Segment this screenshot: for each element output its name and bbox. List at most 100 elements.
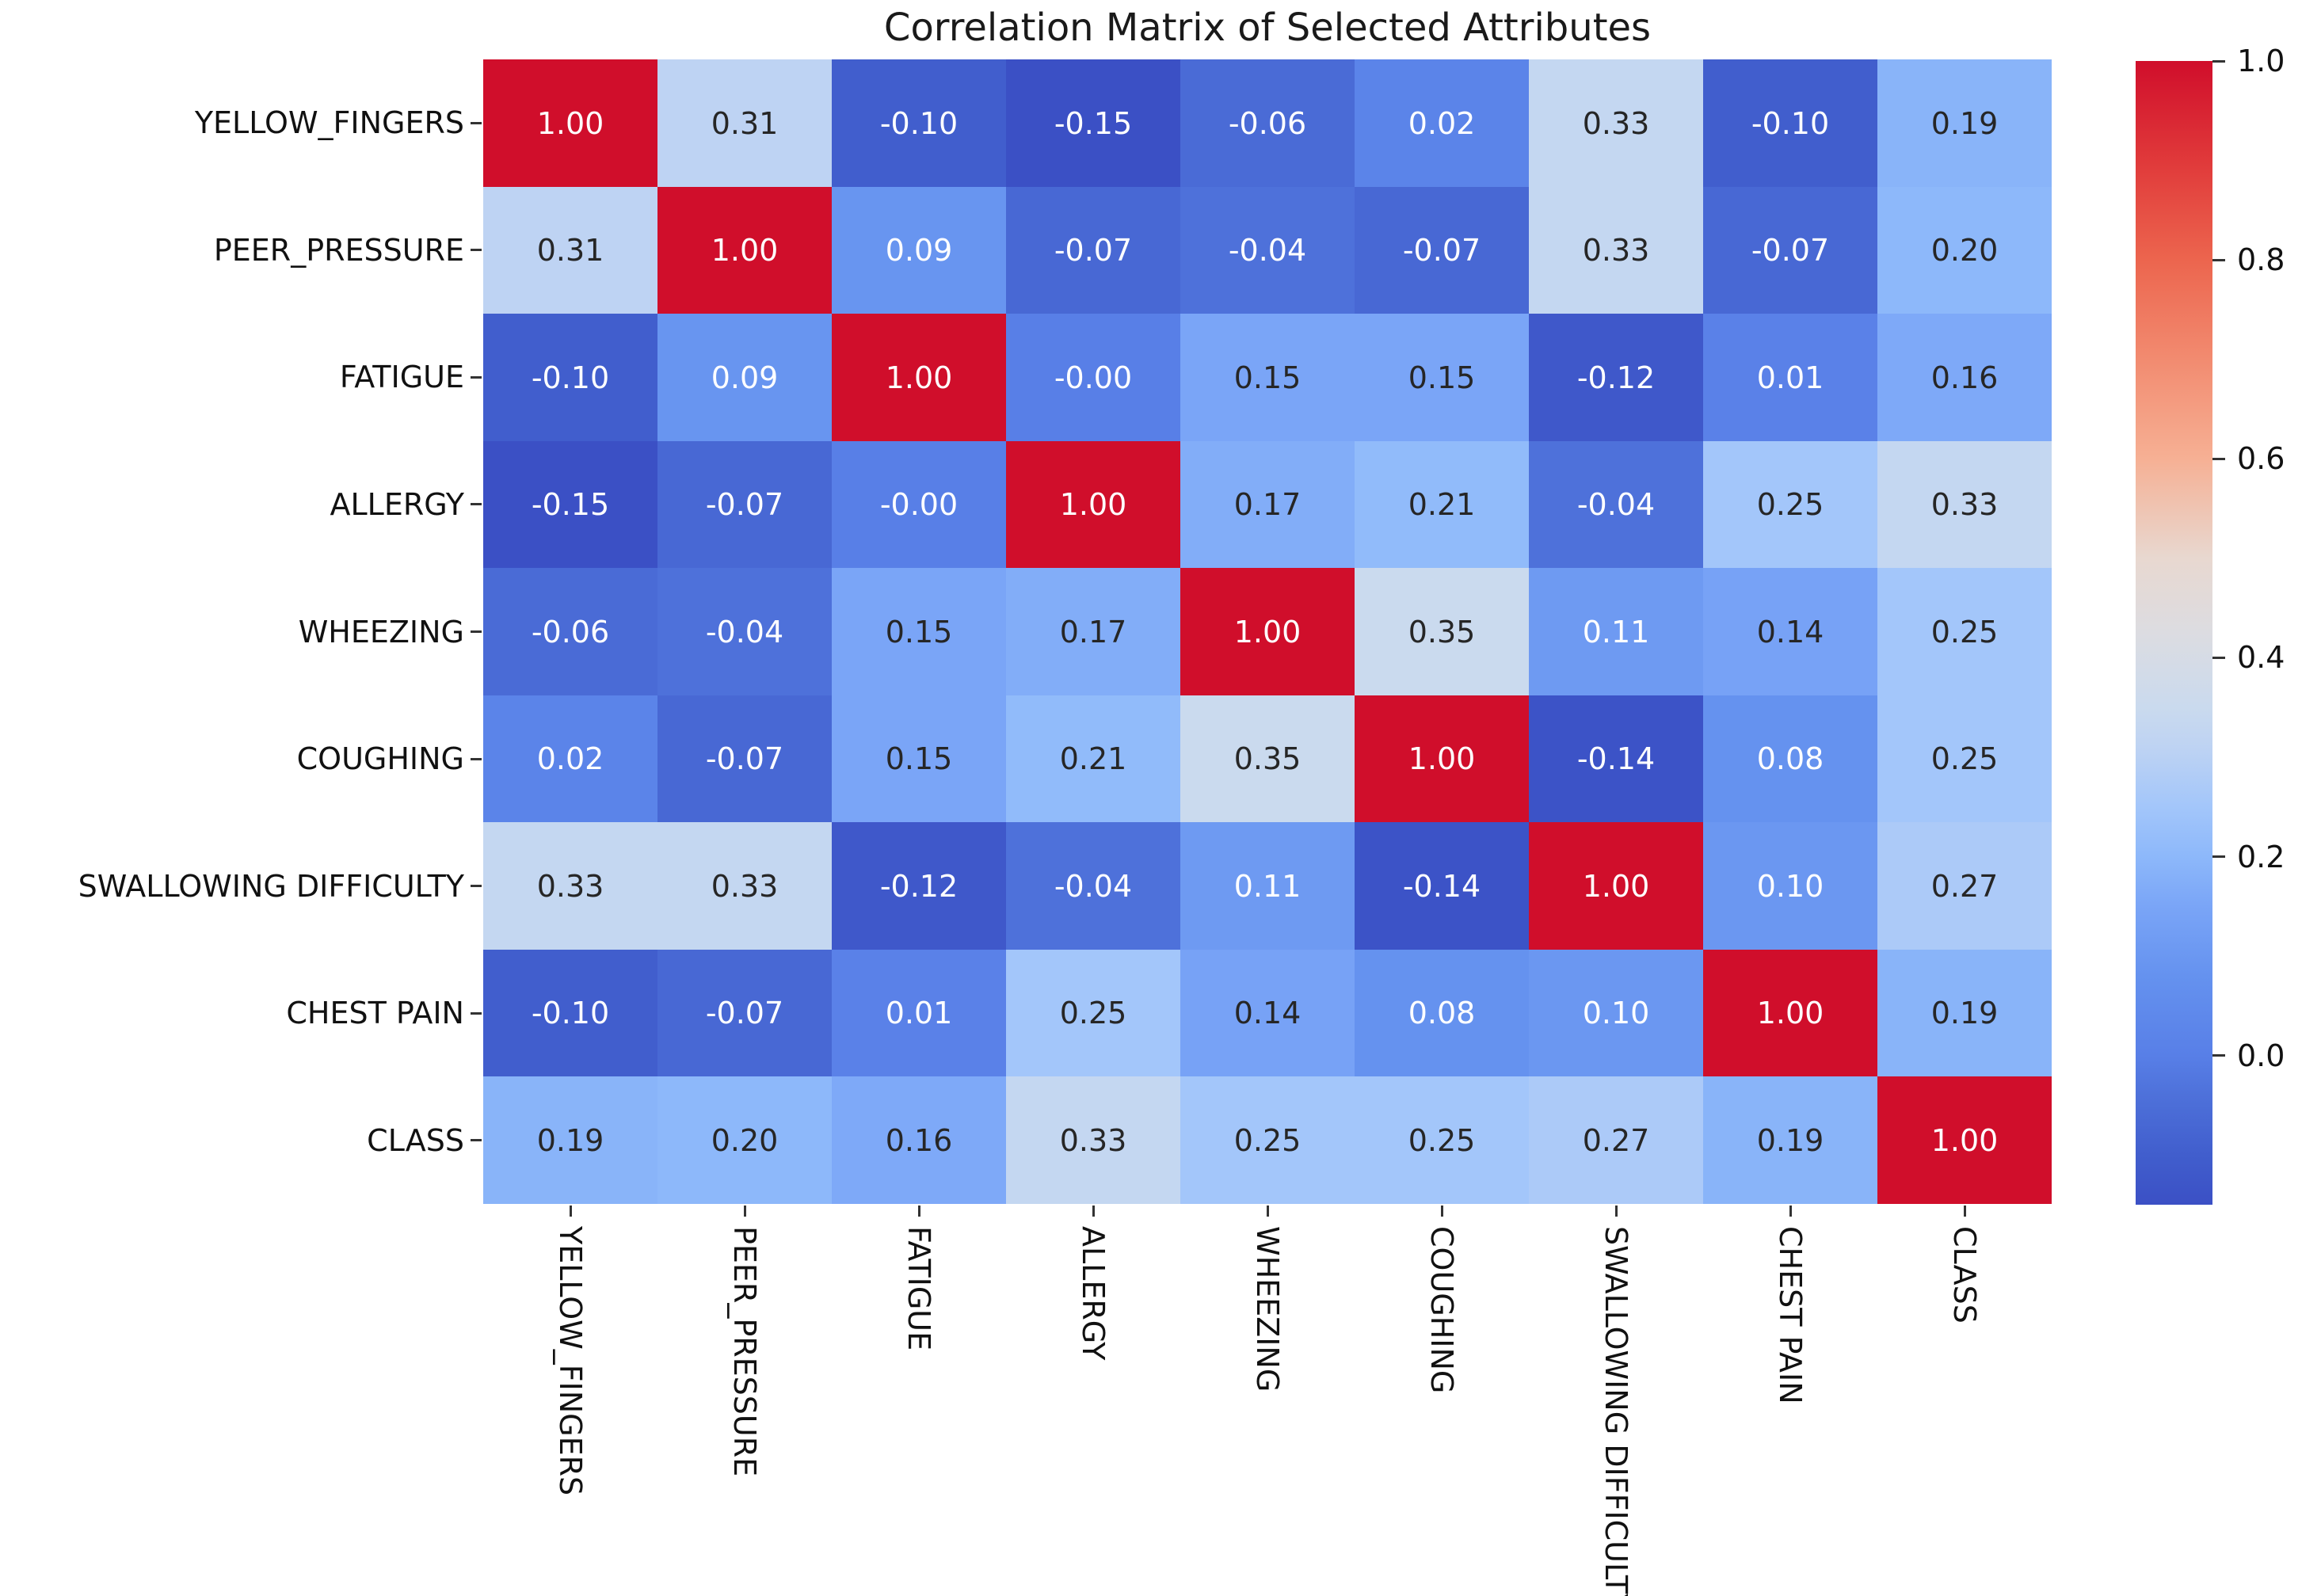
heatmap-cell-value: -0.07 (1054, 233, 1133, 268)
heatmap-cell: 0.33 (1006, 1076, 1180, 1204)
heatmap-cell-value: 0.11 (1233, 868, 1302, 904)
heatmap-cell: -0.07 (657, 441, 832, 568)
heatmap-cell: 0.31 (657, 59, 832, 187)
heatmap-cell-value: 0.25 (1408, 1122, 1476, 1158)
heatmap-cell-value: 0.10 (1756, 868, 1824, 904)
heatmap-cell: 0.17 (1180, 441, 1355, 568)
heatmap-cell: 0.11 (1529, 568, 1703, 695)
y-tick-mark (471, 1012, 482, 1015)
heatmap-cell-value: 0.16 (885, 1122, 953, 1158)
heatmap-cell: -0.07 (1355, 187, 1529, 314)
colorbar-gradient (2136, 61, 2212, 1205)
heatmap-cell: 1.00 (1529, 822, 1703, 950)
heatmap-cell: 0.19 (483, 1076, 657, 1204)
heatmap-cell: 0.02 (1355, 59, 1529, 187)
heatmap-cell: -0.10 (832, 59, 1006, 187)
heatmap-cell: 1.00 (483, 59, 657, 187)
y-tick-mark (471, 630, 482, 633)
y-tick-mark (471, 1139, 482, 1141)
y-tick-label: CHEST PAIN (286, 996, 464, 1030)
heatmap-cell: 0.15 (832, 568, 1006, 695)
x-tick-label: ALLERGY (1076, 1226, 1111, 1361)
heatmap-cell-value: 0.33 (1059, 1122, 1127, 1158)
heatmap-cell: 0.27 (1529, 1076, 1703, 1204)
heatmap-cell: 0.33 (657, 822, 832, 950)
y-tick-mark (471, 122, 482, 124)
heatmap-cell-value: -0.04 (1576, 487, 1656, 522)
heatmap-cell-value: -0.07 (705, 487, 784, 522)
heatmap-cell: 0.25 (1355, 1076, 1529, 1204)
heatmap-cell-value: -0.15 (531, 487, 610, 522)
heatmap-cell-value: 0.19 (1756, 1122, 1824, 1158)
x-tick-label: COUGHING (1424, 1226, 1459, 1394)
x-tick-label: SWALLOWING DIFFICULTY (1599, 1226, 1633, 1596)
heatmap-cell-value: 0.14 (1756, 614, 1824, 649)
heatmap-cell: 0.21 (1355, 441, 1529, 568)
heatmap-cell: 0.19 (1877, 950, 2052, 1076)
heatmap-cell-value: -0.04 (1228, 233, 1307, 268)
heatmap-cell-value: 0.17 (1059, 614, 1127, 649)
heatmap-cell: 0.17 (1006, 568, 1180, 695)
x-tick-label: PEER_PRESSURE (727, 1226, 762, 1477)
heatmap-cell: 0.25 (1877, 695, 2052, 822)
heatmap-cell: 1.00 (1180, 568, 1355, 695)
x-tick-mark (1267, 1206, 1269, 1217)
heatmap-cell-value: -0.14 (1576, 741, 1656, 776)
colorbar-tick-label: 0.0 (2237, 1038, 2285, 1073)
heatmap-cell: -0.07 (1006, 187, 1180, 314)
colorbar-tick-label: 1.0 (2237, 44, 2285, 78)
x-tick-mark (1441, 1206, 1443, 1217)
heatmap-cell-value: -0.14 (1402, 868, 1481, 904)
heatmap-cell: 0.14 (1180, 950, 1355, 1076)
heatmap-cell: 0.20 (1877, 187, 2052, 314)
heatmap-cell-value: 0.15 (885, 614, 953, 649)
heatmap-cell-value: 0.08 (1408, 996, 1476, 1030)
y-tick-label: COUGHING (296, 741, 464, 776)
heatmap-cell-value: 0.33 (1582, 105, 1650, 141)
heatmap-cell: 0.11 (1180, 822, 1355, 950)
heatmap-cell-value: 0.25 (1059, 996, 1127, 1030)
heatmap-cell-value: 0.35 (1233, 741, 1302, 776)
heatmap-cell: -0.14 (1529, 695, 1703, 822)
heatmap-cell-value: 0.14 (1233, 996, 1302, 1030)
y-tick-label: PEER_PRESSURE (213, 233, 464, 268)
x-tick-label: FATIGUE (901, 1226, 936, 1351)
heatmap-cell: 0.21 (1006, 695, 1180, 822)
heatmap-cell: 0.10 (1529, 950, 1703, 1076)
heatmap-cell: 0.09 (832, 187, 1006, 314)
heatmap-cell: 0.14 (1703, 568, 1877, 695)
y-tick-label: SWALLOWING DIFFICULTY (78, 869, 464, 904)
heatmap-cell: 0.25 (1180, 1076, 1355, 1204)
heatmap-cell-value: 0.15 (1408, 360, 1476, 395)
heatmap-cell: 1.00 (832, 314, 1006, 441)
heatmap-cell-value: 0.19 (1930, 105, 1999, 141)
heatmap-cell: -0.15 (1006, 59, 1180, 187)
x-tick-label: CLASS (1947, 1226, 1982, 1324)
colorbar-tick-mark (2212, 259, 2225, 261)
heatmap-cell-value: -0.10 (531, 360, 610, 395)
heatmap-cell: 0.25 (1703, 441, 1877, 568)
colorbar-tick-label: 0.6 (2237, 441, 2285, 476)
heatmap-cell: 0.25 (1006, 950, 1180, 1076)
heatmap-cell-value: 0.19 (536, 1122, 604, 1158)
chart-title: Correlation Matrix of Selected Attribute… (883, 6, 1652, 50)
heatmap-cell: 0.15 (1355, 314, 1529, 441)
heatmap-cell-value: 0.20 (1930, 233, 1999, 268)
heatmap-cell: 0.16 (1877, 314, 2052, 441)
heatmap-cell-value: 1.00 (711, 233, 779, 268)
x-tick-mark (1615, 1206, 1618, 1217)
heatmap-cell-value: 0.01 (1756, 360, 1824, 395)
heatmap-cell-value: -0.07 (1751, 233, 1830, 268)
heatmap-cell: 0.15 (832, 695, 1006, 822)
y-tick-label: CLASS (367, 1123, 464, 1158)
heatmap-cell: 0.27 (1877, 822, 2052, 950)
heatmap-cell: 1.00 (1877, 1076, 2052, 1204)
heatmap-cell-value: 0.31 (536, 233, 604, 268)
x-tick-label: CHEST PAIN (1773, 1226, 1808, 1404)
heatmap-cell: 1.00 (1006, 441, 1180, 568)
heatmap-cell-value: 0.35 (1408, 614, 1476, 649)
heatmap-cell: 0.31 (483, 187, 657, 314)
heatmap-cell: -0.04 (657, 568, 832, 695)
heatmap-cell: 0.35 (1180, 695, 1355, 822)
